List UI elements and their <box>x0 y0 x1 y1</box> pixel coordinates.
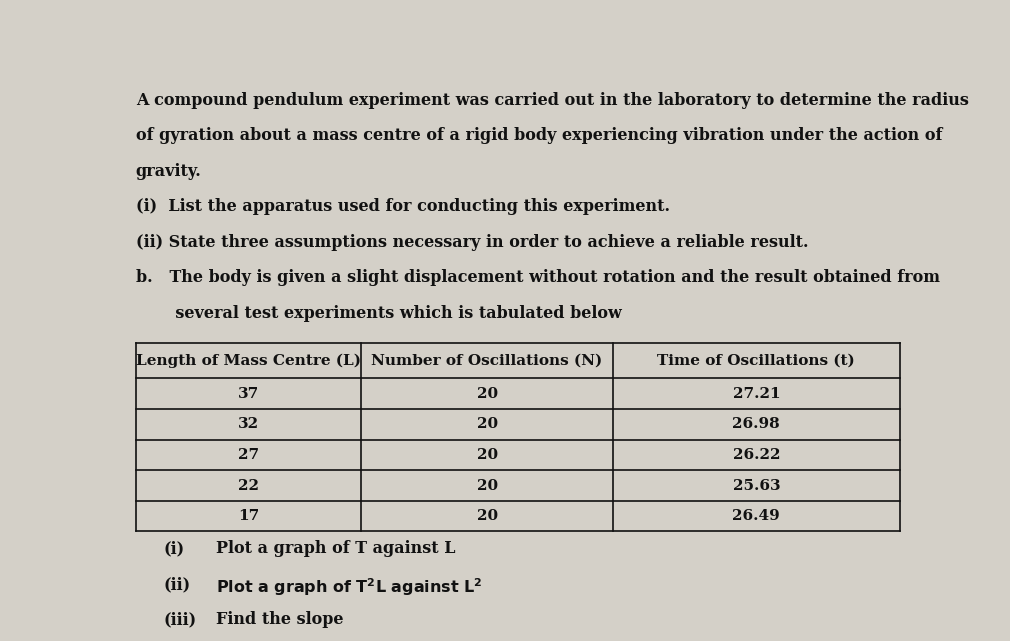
Text: 25.63: 25.63 <box>732 479 780 492</box>
Text: 20: 20 <box>477 417 498 431</box>
Text: of gyration about a mass centre of a rigid body experiencing vibration under the: of gyration about a mass centre of a rig… <box>135 128 942 144</box>
Text: (i)  List the apparatus used for conducting this experiment.: (i) List the apparatus used for conducti… <box>135 198 670 215</box>
Text: Plot a graph of T against L: Plot a graph of T against L <box>216 540 456 558</box>
Text: (ii) State three assumptions necessary in order to achieve a reliable result.: (ii) State three assumptions necessary i… <box>135 234 808 251</box>
Text: 26.22: 26.22 <box>732 448 780 462</box>
Text: (ii): (ii) <box>164 576 191 593</box>
Text: 22: 22 <box>237 479 259 492</box>
Text: several test experiments which is tabulated below: several test experiments which is tabula… <box>135 305 621 322</box>
Text: 37: 37 <box>237 387 259 401</box>
Text: b.   The body is given a slight displacement without rotation and the result obt: b. The body is given a slight displaceme… <box>135 269 939 287</box>
Text: 27.21: 27.21 <box>732 387 780 401</box>
Text: 26.98: 26.98 <box>732 417 781 431</box>
Text: 27: 27 <box>237 448 259 462</box>
Text: 26.49: 26.49 <box>732 509 781 523</box>
Text: 20: 20 <box>477 448 498 462</box>
Text: A compound pendulum experiment was carried out in the laboratory to determine th: A compound pendulum experiment was carri… <box>135 92 969 109</box>
Text: 20: 20 <box>477 509 498 523</box>
Text: Number of Oscillations (N): Number of Oscillations (N) <box>372 354 603 368</box>
Text: Length of Mass Centre (L): Length of Mass Centre (L) <box>135 354 361 368</box>
Text: (iii): (iii) <box>164 612 197 628</box>
Text: 20: 20 <box>477 479 498 492</box>
Text: Find the slope: Find the slope <box>216 612 343 628</box>
Text: gravity.: gravity. <box>135 163 201 180</box>
Text: Time of Oscillations (t): Time of Oscillations (t) <box>658 354 855 368</box>
Text: (i): (i) <box>164 540 185 558</box>
Text: 20: 20 <box>477 387 498 401</box>
Text: 17: 17 <box>237 509 259 523</box>
Text: 32: 32 <box>237 417 259 431</box>
Text: Plot a graph of $\mathbf{T^2L}$ against $\mathbf{L^2}$: Plot a graph of $\mathbf{T^2L}$ against … <box>216 576 483 597</box>
